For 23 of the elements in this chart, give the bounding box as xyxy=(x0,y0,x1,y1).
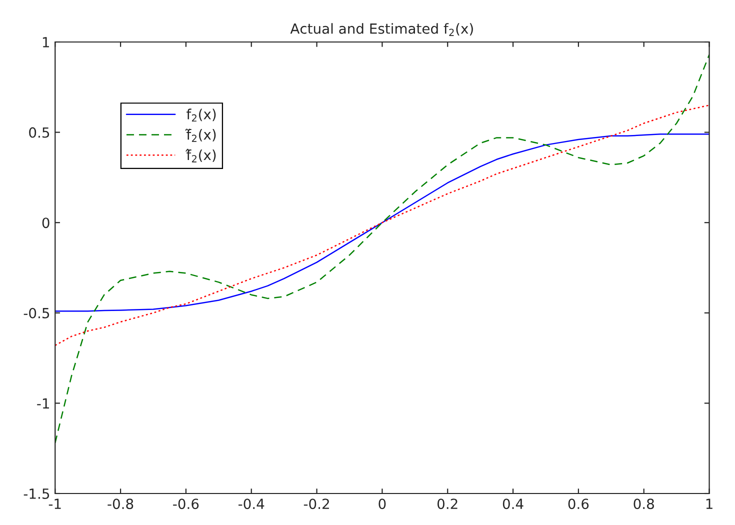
legend-label: f̂$_{2}$(x) xyxy=(185,148,216,162)
legend-label: f̃$_{2}$(x) xyxy=(185,128,216,142)
legend-label: f$_{2}$(x) xyxy=(186,108,216,122)
chart-title: Actual and Estimated f$_{2}$(x) xyxy=(290,23,473,36)
x-tick-label: 0.8 xyxy=(634,498,654,510)
y-tick-label: 0.5 xyxy=(29,127,50,138)
x-tick-label: -1 xyxy=(48,498,61,509)
y-tick-label: -0.5 xyxy=(24,308,50,318)
line-series xyxy=(55,104,710,346)
x-tick-label: 1 xyxy=(706,498,712,509)
x-tick-label: -0.4 xyxy=(238,498,264,510)
y-tick-label: -1.5 xyxy=(24,488,50,499)
y-tick-label: 1 xyxy=(42,37,49,48)
x-tick-label: -0.6 xyxy=(173,498,199,510)
line-series xyxy=(55,54,710,444)
x-tick-label: -0.2 xyxy=(304,498,329,510)
x-tick-label: 0 xyxy=(378,498,386,510)
x-tick-label: -0.8 xyxy=(108,498,134,510)
x-tick-label: 0.2 xyxy=(437,498,458,510)
y-tick-label: 0 xyxy=(42,218,50,228)
x-tick-label: 0.4 xyxy=(502,498,524,510)
x-tick-label: 0.6 xyxy=(568,498,589,510)
y-tick-label: -1 xyxy=(37,398,49,408)
